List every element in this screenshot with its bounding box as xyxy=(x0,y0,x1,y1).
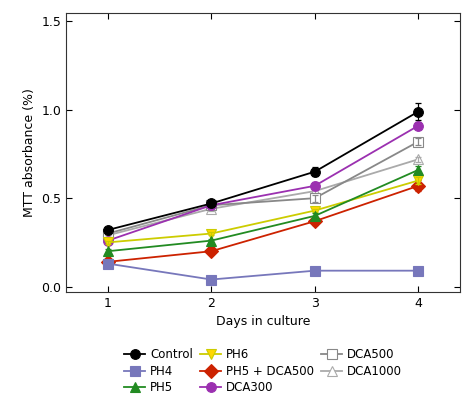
PH5 + DCA500 xyxy=(312,219,318,224)
DCA1000 xyxy=(416,157,421,162)
Line: DCA1000: DCA1000 xyxy=(103,154,423,240)
DCA500 xyxy=(416,139,421,144)
PH5 + DCA500 xyxy=(209,249,214,254)
PH5 + DCA500 xyxy=(105,259,110,264)
PH5 xyxy=(416,167,421,172)
Line: Control: Control xyxy=(103,107,423,235)
Line: DCA300: DCA300 xyxy=(103,121,423,246)
PH5 + DCA500 xyxy=(416,183,421,188)
Line: DCA500: DCA500 xyxy=(103,137,423,239)
PH5 xyxy=(312,214,318,219)
PH5 xyxy=(105,249,110,254)
Line: PH5 + DCA500: PH5 + DCA500 xyxy=(103,181,423,267)
Control xyxy=(209,201,214,206)
Control xyxy=(312,169,318,174)
PH6 xyxy=(312,208,318,213)
Line: PH5: PH5 xyxy=(103,165,423,256)
Control xyxy=(105,228,110,233)
PH6 xyxy=(105,240,110,245)
PH6 xyxy=(209,231,214,236)
Legend: Control, PH4, PH5, PH6, PH5 + DCA500, DCA300, DCA500, DCA1000: Control, PH4, PH5, PH6, PH5 + DCA500, DC… xyxy=(124,348,402,394)
PH4 xyxy=(312,268,318,273)
PH4 xyxy=(209,277,214,282)
Line: PH6: PH6 xyxy=(103,176,423,247)
DCA1000 xyxy=(312,188,318,193)
PH5 xyxy=(209,238,214,243)
Control xyxy=(416,109,421,114)
PH4 xyxy=(416,268,421,273)
PH6 xyxy=(416,178,421,183)
DCA500 xyxy=(209,203,214,208)
DCA300 xyxy=(312,183,318,188)
DCA500 xyxy=(105,231,110,236)
Y-axis label: MTT absorbance (%): MTT absorbance (%) xyxy=(23,88,36,217)
PH4 xyxy=(105,261,110,266)
DCA1000 xyxy=(209,206,214,211)
Line: PH4: PH4 xyxy=(103,259,423,284)
X-axis label: Days in culture: Days in culture xyxy=(216,315,310,328)
DCA500 xyxy=(312,196,318,201)
DCA300 xyxy=(416,123,421,128)
DCA300 xyxy=(209,203,214,208)
DCA1000 xyxy=(105,233,110,238)
DCA300 xyxy=(105,238,110,243)
